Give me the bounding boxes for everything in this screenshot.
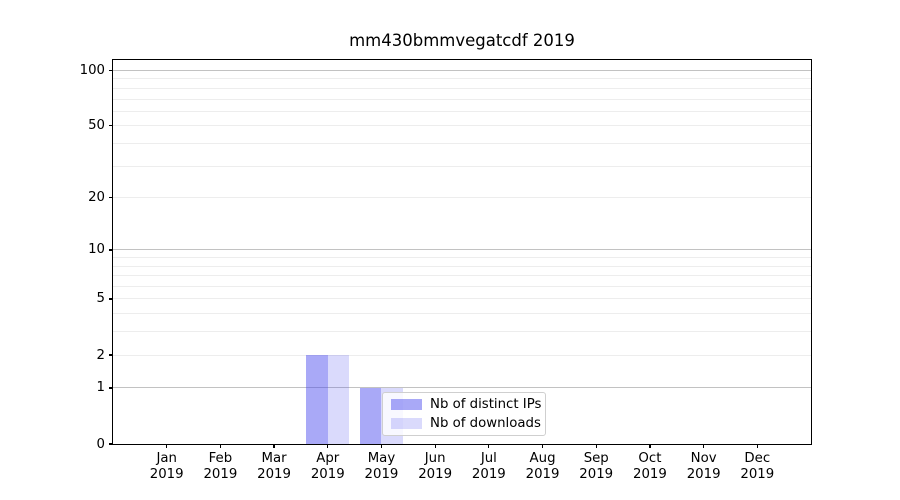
x-tick-label-line: Jan bbox=[156, 451, 177, 466]
y-tick-label: 1 bbox=[96, 380, 105, 396]
minor-gridline bbox=[113, 142, 811, 144]
x-tick-label-line: Jun bbox=[424, 451, 446, 466]
y-tick-label: 10 bbox=[88, 242, 105, 258]
x-tick-mark bbox=[434, 444, 436, 448]
chart-title: mm430bmmvegatcdf 2019 bbox=[349, 31, 575, 50]
x-tick-label: Oct 2019 bbox=[622, 451, 678, 483]
y-tick-mark bbox=[108, 69, 113, 72]
x-tick-label-line: Mar bbox=[261, 451, 287, 466]
minor-gridline bbox=[113, 197, 811, 199]
x-tick-mark bbox=[166, 444, 168, 448]
x-tick-mark bbox=[649, 444, 651, 448]
minor-gridline bbox=[113, 298, 811, 300]
legend: Nb of distinct IPs Nb of downloads bbox=[382, 392, 546, 436]
x-tick-label: May 2019 bbox=[353, 451, 409, 483]
legend-swatch-nb-of-distinct-ips bbox=[391, 399, 422, 410]
x-tick-label: Feb 2019 bbox=[192, 451, 248, 483]
y-tick-label: 50 bbox=[88, 118, 105, 134]
minor-gridline bbox=[113, 125, 811, 127]
x-tick-mark bbox=[702, 444, 705, 448]
x-tick-label: Jun 2019 bbox=[407, 451, 463, 483]
x-tick-label: Dec 2019 bbox=[729, 451, 785, 483]
x-tick-label-line: Sep bbox=[583, 451, 609, 466]
y-tick-label: 20 bbox=[88, 190, 105, 206]
minor-gridline bbox=[113, 331, 811, 333]
y-tick-mark bbox=[108, 387, 113, 389]
x-tick-label-line: Jul bbox=[480, 451, 497, 466]
legend-swatch-nb-of-downloads bbox=[391, 418, 422, 429]
bar-nb-of-distinct-ips-apr bbox=[306, 355, 328, 444]
x-tick-label-line: 2019 bbox=[418, 467, 453, 482]
x-tick-label-line: 2019 bbox=[203, 467, 238, 482]
minor-gridline bbox=[113, 110, 811, 112]
minor-gridline bbox=[113, 275, 811, 277]
y-tick-mark bbox=[108, 249, 113, 251]
x-tick-mark bbox=[756, 444, 758, 448]
x-tick-mark bbox=[380, 444, 383, 448]
minor-gridline bbox=[113, 78, 811, 80]
minor-gridline bbox=[113, 265, 811, 267]
major-gridline bbox=[113, 70, 811, 71]
x-tick-mark bbox=[327, 444, 329, 448]
y-tick-label: 0 bbox=[96, 436, 105, 452]
x-tick-label-line: 2019 bbox=[257, 467, 291, 482]
bar-nb-of-downloads-apr bbox=[327, 355, 350, 444]
y-tick-mark bbox=[108, 125, 113, 127]
x-tick-label-line: Oct bbox=[638, 451, 662, 466]
plot-frame bbox=[112, 59, 812, 445]
y-tick-label: 5 bbox=[96, 291, 105, 307]
minor-gridline bbox=[113, 257, 811, 259]
y-tick-label: 2 bbox=[96, 347, 105, 363]
minor-gridline bbox=[113, 313, 811, 315]
x-tick-mark bbox=[273, 444, 275, 448]
y-tick-mark bbox=[108, 354, 113, 356]
x-tick-label-line: Dec bbox=[744, 451, 771, 466]
x-tick-label: Jan 2019 bbox=[139, 451, 195, 483]
x-tick-label-line: May bbox=[367, 451, 396, 466]
legend-row: Nb of distinct IPs bbox=[391, 397, 541, 412]
minor-gridline bbox=[113, 354, 811, 356]
x-tick-label-line: 2019 bbox=[579, 467, 614, 482]
x-tick-label: Sep 2019 bbox=[568, 451, 624, 483]
x-tick-label: Jul 2019 bbox=[461, 451, 517, 483]
x-tick-label-line: Apr bbox=[316, 451, 340, 466]
minor-gridline bbox=[113, 286, 811, 288]
x-tick-label-line: 2019 bbox=[149, 467, 184, 482]
x-tick-mark bbox=[541, 444, 544, 448]
x-tick-label-line: 2019 bbox=[310, 467, 345, 482]
minor-gridline bbox=[113, 98, 811, 100]
x-tick-label-line: Aug bbox=[529, 451, 556, 466]
x-tick-label: Aug 2019 bbox=[515, 451, 571, 483]
major-gridline bbox=[113, 387, 811, 389]
x-tick-label: Mar 2019 bbox=[246, 451, 302, 483]
x-tick-mark bbox=[219, 444, 222, 448]
x-tick-label-line: 2019 bbox=[525, 467, 560, 482]
x-tick-label: Apr 2019 bbox=[300, 451, 356, 483]
x-tick-label-line: 2019 bbox=[740, 467, 775, 482]
x-tick-label-line: 2019 bbox=[471, 467, 506, 482]
x-tick-label-line: Feb bbox=[208, 451, 233, 466]
x-tick-mark bbox=[595, 444, 597, 448]
x-tick-label-line: 2019 bbox=[686, 467, 721, 482]
y-tick-mark bbox=[108, 196, 113, 199]
legend-label: Nb of distinct IPs bbox=[430, 397, 542, 412]
y-tick-mark bbox=[108, 298, 113, 300]
minor-gridline bbox=[113, 165, 811, 167]
legend-row: Nb of downloads bbox=[391, 416, 541, 431]
x-tick-mark bbox=[488, 444, 490, 448]
x-tick-label-line: Nov bbox=[690, 451, 717, 466]
minor-gridline bbox=[113, 87, 811, 89]
y-tick-mark bbox=[108, 443, 113, 445]
bar-nb-of-distinct-ips-may bbox=[359, 387, 382, 444]
x-tick-label: Nov 2019 bbox=[676, 451, 732, 483]
legend-label: Nb of downloads bbox=[430, 416, 541, 431]
x-tick-label-line: 2019 bbox=[633, 467, 667, 482]
y-tick-label: 100 bbox=[79, 63, 105, 78]
x-tick-label-line: 2019 bbox=[364, 467, 399, 482]
major-gridline bbox=[113, 249, 811, 251]
